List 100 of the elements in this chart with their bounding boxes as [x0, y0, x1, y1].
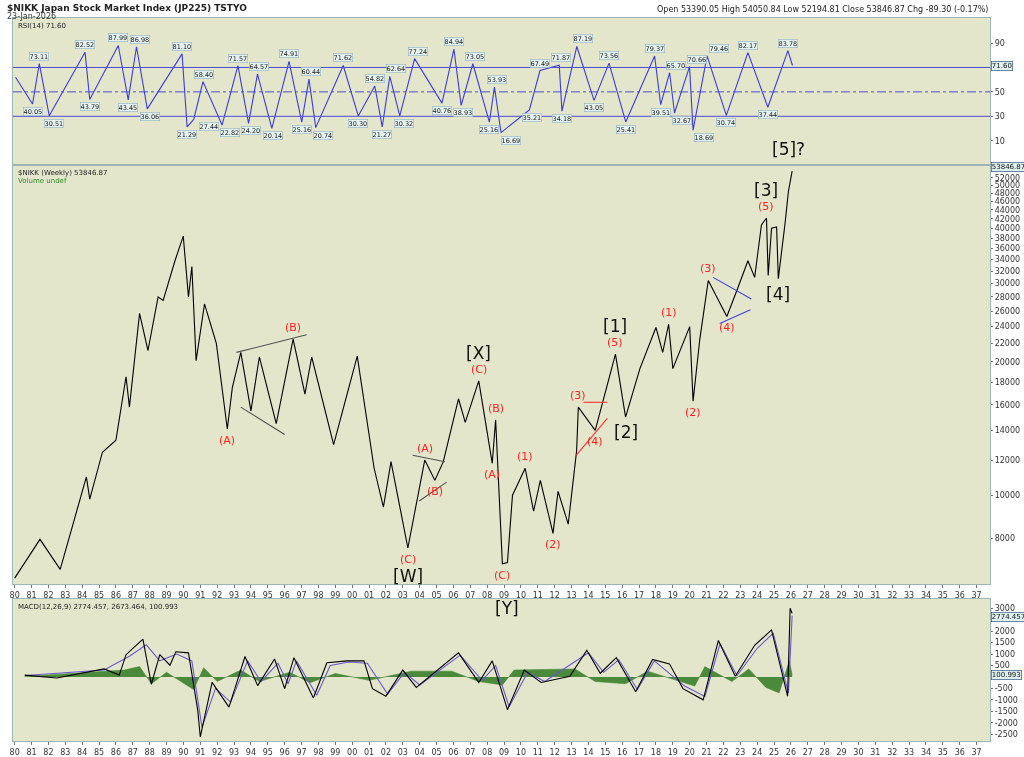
y-tick-label: 42000: [994, 214, 1021, 224]
x-tick-label: 84: [77, 747, 88, 757]
x-tick-label: 86: [110, 590, 121, 600]
x-tick-label: 11: [532, 747, 543, 757]
x-tick-label: 12: [549, 590, 560, 600]
x-tick-label: 10: [515, 747, 527, 757]
x-tick-label: 80: [9, 590, 20, 600]
annotation: [4]: [766, 284, 791, 304]
x-tick-label: 93: [228, 590, 240, 600]
text: Open 53390.05 High 54050.84 Low 52194.81 Close 53846.87 Chg -89.30 (-0.17%): [657, 5, 989, 14]
x-tick-label: 26: [785, 747, 797, 757]
annotation: (A): [219, 434, 236, 447]
x-tick-label: 91: [195, 590, 206, 600]
x-tick-label: 10: [515, 590, 527, 600]
annotation: (3): [700, 262, 716, 275]
x-tick-label: 82: [43, 747, 54, 757]
y-tick-label: -500: [994, 684, 1013, 694]
chart-subtitle: 23-Jan-2026: [7, 12, 57, 21]
x-tick-label: 28: [819, 590, 830, 600]
y-tick-label: 32000: [994, 267, 1021, 277]
y-tick-label: -1500: [994, 707, 1018, 717]
x-tick-label: 91: [195, 747, 206, 757]
x-tick-label: 11: [532, 590, 543, 600]
annotation: (2): [685, 406, 701, 419]
x-tick-label: 99: [330, 590, 341, 600]
y-tick-label: 10000: [994, 490, 1021, 500]
x-tick-label: 01: [363, 747, 375, 757]
y-tick-label: 20000: [994, 357, 1021, 367]
x-tick-label: 90: [178, 590, 189, 600]
y-tick-label: 50000: [994, 181, 1021, 191]
x-tick-label: 30: [853, 590, 864, 600]
x-tick-label: 92: [212, 590, 223, 600]
x-tick-label: 05: [431, 590, 442, 600]
annotation: [W]: [393, 566, 424, 586]
x-tick-label: 85: [93, 590, 105, 600]
x-tick-label: 87: [127, 747, 138, 757]
y-tick-label: 46000: [994, 197, 1021, 207]
y-tick-label: 16000: [994, 400, 1021, 410]
x-tick-label: 23: [735, 590, 746, 600]
x-tick-label: 86: [110, 747, 121, 757]
x-tick-label: 31: [870, 590, 881, 600]
x-tick-label: 24: [752, 590, 763, 600]
x-tick-label: 94: [245, 590, 257, 600]
x-tick-label: 97: [296, 747, 307, 757]
x-tick-label: 09: [498, 590, 510, 600]
x-tick-label: 88: [144, 747, 155, 757]
annotation: (4): [587, 435, 603, 448]
x-tick-label: 96: [279, 590, 290, 600]
x-tick-label: 18: [650, 747, 662, 757]
x-tick-label: 84: [77, 590, 88, 600]
x-tick-label: 99: [330, 747, 341, 757]
y-tick-label: -1000: [994, 695, 1018, 705]
x-tick-label: 17: [633, 747, 645, 757]
x-tick-label: 89: [161, 747, 172, 757]
annotation: (1): [661, 306, 677, 319]
x-tick-label: 35: [937, 747, 948, 757]
x-tick-label: 21: [701, 747, 712, 757]
x-tick-label: 21: [701, 590, 712, 600]
x-tick-label: 12: [549, 747, 560, 757]
x-tick-label: 09: [498, 747, 510, 757]
annotation: (C): [400, 553, 417, 566]
x-tick-label: 31: [870, 747, 881, 757]
annotation: (4): [719, 321, 735, 334]
y-tick-label: 3000: [994, 603, 1016, 613]
y-tick-label: 40000: [994, 224, 1021, 234]
annotation: (5): [758, 200, 774, 213]
x-tick-label: 28: [819, 747, 830, 757]
y-tick-label: 18000: [994, 377, 1021, 387]
x-tick-label: 37: [971, 590, 982, 600]
y-tick-label: 1500: [994, 638, 1016, 648]
y-tick-label: 38000: [994, 233, 1021, 243]
y-tick-label: 24000: [994, 322, 1021, 332]
x-tick-label: 07: [465, 747, 476, 757]
x-tick-label: 06: [448, 590, 459, 600]
x-tick-label: 22: [718, 590, 729, 600]
x-tick-label: 20: [684, 590, 695, 600]
x-tick-label: 34: [920, 747, 932, 757]
x-tick-label: 13: [566, 747, 577, 757]
x-tick-label: 08: [482, 590, 493, 600]
annotation: (C): [494, 569, 511, 582]
x-tick-label: 83: [60, 590, 71, 600]
x-tick-label: 02: [380, 590, 392, 600]
x-tick-label: 04: [414, 747, 425, 757]
x-tick-label: 83: [60, 747, 71, 757]
x-tick-label: 34: [920, 590, 932, 600]
x-tick-label: 98: [313, 747, 324, 757]
x-tick-label: 32: [887, 747, 898, 757]
x-tick-label: 97: [296, 590, 307, 600]
x-tick-label: 98: [313, 590, 324, 600]
x-tick-label: 14: [583, 590, 594, 600]
x-tick-label: 02: [380, 747, 392, 757]
annotation: (B): [285, 321, 302, 334]
x-tick-label: 90: [178, 747, 189, 757]
annotation: (2): [545, 538, 561, 551]
x-tick-label: 37: [971, 747, 982, 757]
y-tick-label: 30: [994, 112, 1005, 122]
x-tick-label: 85: [93, 747, 105, 757]
x-tick-label: 22: [718, 747, 729, 757]
x-tick-label: 29: [836, 747, 847, 757]
annotation: [5]?: [772, 139, 806, 159]
